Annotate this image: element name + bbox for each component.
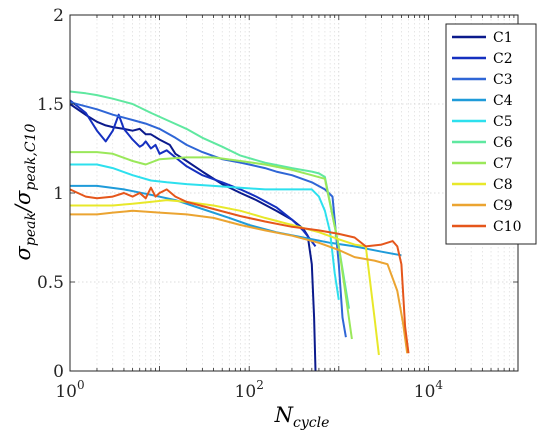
series-line-c7 — [70, 151, 353, 340]
series-line-c8 — [70, 199, 380, 356]
series-line-c10 — [69, 186, 410, 354]
x-tick-label: 100 — [55, 378, 84, 402]
x-tick-label-exp: 2 — [256, 378, 264, 392]
legend-label: C7 — [493, 156, 513, 172]
series-line-c9 — [70, 209, 409, 354]
series-line-c6 — [69, 90, 350, 309]
x-tick-label-base: 10 — [235, 382, 257, 402]
x-axis-title-sub: cycle — [293, 415, 329, 431]
y-tick-label: 1.5 — [37, 95, 64, 115]
legend-label: C1 — [493, 30, 513, 46]
legend-box — [445, 23, 537, 245]
legend-label: C8 — [493, 177, 513, 193]
x-tick-label: 104 — [414, 378, 444, 402]
legend-label: C10 — [493, 219, 522, 235]
y-tick-label: 0.5 — [37, 273, 64, 293]
legend-label: C6 — [493, 135, 513, 151]
series-line-c2 — [69, 99, 317, 247]
x-tick-label: 102 — [235, 378, 264, 402]
y-tick-labels: 0 0.5 1 1.5 2 — [37, 6, 64, 382]
legend-label: C3 — [493, 72, 513, 88]
x-tick-label-base: 10 — [414, 382, 436, 402]
y-axis-title-sub2: peak,C10 — [23, 123, 39, 190]
series-lines — [69, 90, 410, 372]
series-line-c4 — [70, 184, 402, 257]
x-axis-title: Ncycle — [274, 403, 330, 431]
y-axis-title: σpeak/σpeak,C10 — [11, 123, 39, 260]
legend-label: C9 — [493, 198, 513, 214]
y-axis-title-sub1: peak — [23, 212, 39, 246]
legend: C1 C2 C3 C4 C5 C6 C7 C8 C9 C10 — [445, 23, 537, 245]
x-axis-title-base: N — [274, 403, 294, 427]
x-tick-labels: 100 102 104 — [55, 378, 443, 402]
x-tick-label-exp: 4 — [435, 378, 443, 392]
y-axis-title-base1: σ — [11, 245, 35, 260]
series-line-c3 — [69, 101, 347, 338]
y-tick-label: 2 — [53, 6, 64, 26]
x-tick-label-base: 10 — [55, 382, 77, 402]
series-line-c1 — [69, 103, 317, 372]
legend-label: C4 — [493, 93, 513, 109]
legend-label: C2 — [493, 51, 513, 67]
y-axis-title-sep: / — [11, 203, 35, 214]
y-tick-label: 0 — [53, 362, 64, 382]
y-axis-title-base2: σ — [11, 190, 35, 205]
legend-items: C1 C2 C3 C4 C5 C6 C7 C8 C9 C10 — [452, 30, 522, 235]
legend-label: C5 — [493, 114, 513, 130]
series-line-c5 — [70, 163, 340, 300]
y-tick-label: 1 — [53, 184, 64, 204]
x-tick-label-exp: 0 — [77, 378, 85, 392]
